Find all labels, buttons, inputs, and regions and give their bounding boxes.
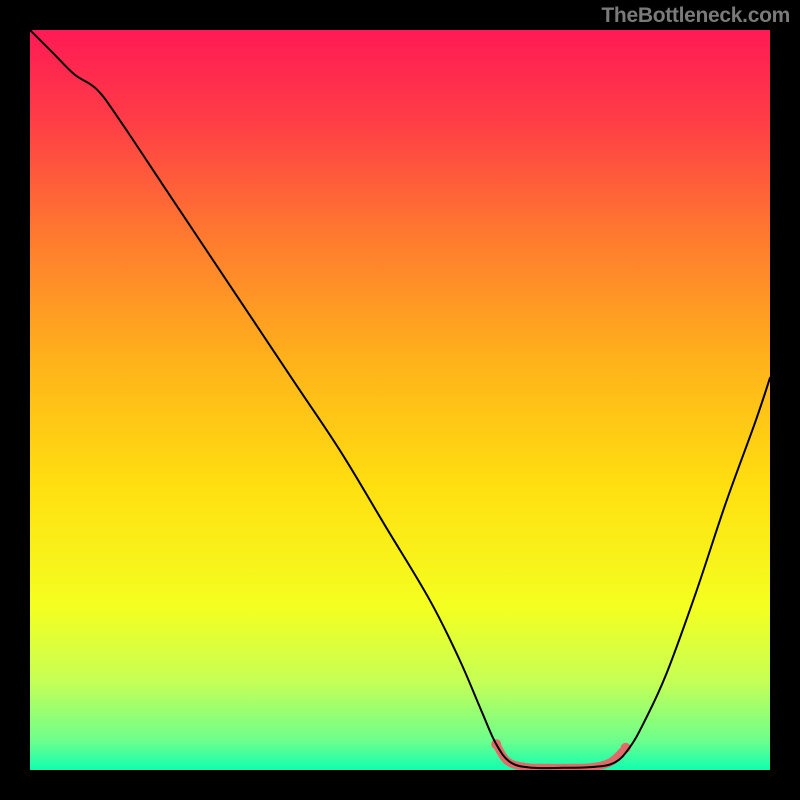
chart-background — [30, 30, 770, 770]
chart-svg — [30, 30, 770, 770]
watermark-text: TheBottleneck.com — [601, 4, 790, 28]
chart-plot-area — [30, 30, 770, 770]
